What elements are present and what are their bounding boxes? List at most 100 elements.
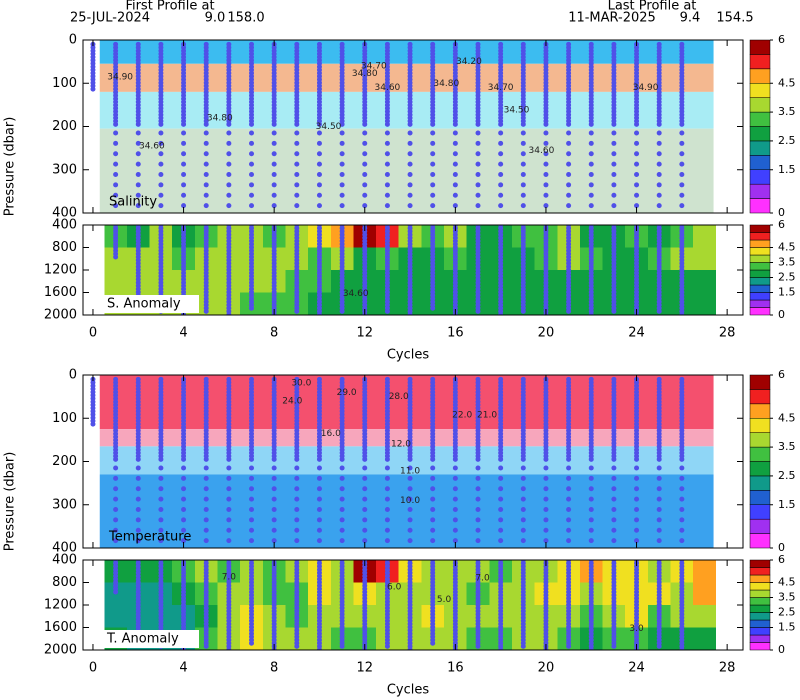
profile-dot [181, 538, 187, 544]
anomaly-cell [693, 247, 716, 270]
profile-dot [566, 517, 572, 523]
profile-dot [362, 151, 368, 157]
profile-dot [294, 172, 300, 178]
profile [679, 41, 685, 209]
profile-dot [362, 182, 368, 188]
profile-dot [158, 517, 164, 523]
profile-dot [384, 130, 390, 136]
profile-dot [226, 496, 232, 502]
profile [679, 376, 685, 544]
profile-dot [158, 527, 164, 533]
profile-dot [520, 465, 526, 471]
profile-dot [135, 538, 141, 544]
profile-dot [520, 161, 526, 167]
profile-dot [135, 151, 141, 157]
profile-dot [316, 538, 322, 544]
profile-dot [294, 517, 300, 523]
profile-dot [339, 486, 345, 492]
profile-dot [384, 161, 390, 167]
y-tick-label: 1600 [44, 620, 77, 635]
colorbar-tick-label: 3.5 [778, 591, 796, 604]
profile-dot [181, 517, 187, 523]
colorbar-tick-label: 1.5 [778, 163, 796, 176]
colorbar-tick-label: 0 [778, 206, 785, 219]
panel-label: S. Anomaly [107, 297, 181, 312]
profile-dot [203, 496, 209, 502]
profile-dot [634, 130, 640, 136]
profile-dot [566, 486, 572, 492]
profile-dot [294, 161, 300, 167]
contour-label: 3.0 [629, 624, 644, 634]
y-tick-label: 400 [52, 553, 77, 568]
profile-dot [135, 130, 141, 136]
y-tick-label: 1200 [44, 598, 77, 613]
profile-dot [271, 486, 277, 492]
profile-dot [520, 486, 526, 492]
profile-dot [158, 182, 164, 188]
contour-label: 34.60 [529, 146, 555, 156]
x-tick-label: 8 [270, 661, 278, 676]
field-layer [99, 446, 714, 475]
profile-dot [611, 507, 617, 513]
profile-dot [430, 130, 436, 136]
colorbar-swatch [749, 597, 771, 606]
profile-dot [498, 203, 504, 209]
colorbar-swatch [749, 518, 771, 534]
profile-dot [475, 475, 481, 481]
contour-label: 34.50 [504, 106, 530, 116]
contour-label: 34.80 [433, 79, 459, 89]
profile-dot [588, 192, 594, 198]
profile-dot [181, 203, 187, 209]
profile-dot [362, 527, 368, 533]
colorbar-swatch [749, 307, 771, 316]
colorbar-swatch [749, 284, 771, 293]
profile-dot [452, 465, 458, 471]
profile-dot [679, 130, 685, 136]
profile-dot [430, 140, 436, 146]
contour-label: 34.90 [107, 72, 133, 82]
contour-label: 34.20 [456, 57, 482, 67]
profile [407, 41, 413, 209]
contour-label: 34.80 [352, 69, 378, 79]
profile-dot [294, 465, 300, 471]
contour-label: 30.0 [291, 378, 311, 388]
profile-dot [656, 496, 662, 502]
profile-dot [249, 465, 255, 471]
profile-dot [158, 140, 164, 146]
profile-dot [543, 192, 549, 198]
colorbar-swatch [749, 403, 771, 419]
profile-dot [226, 140, 232, 146]
profile-dot [226, 172, 232, 178]
x-tick-label: 4 [179, 661, 187, 676]
profile-dot [271, 527, 277, 533]
profile-dot [294, 192, 300, 198]
profile-dot [475, 151, 481, 157]
first-profile-lat: 9.0 [205, 11, 226, 26]
profile-dot [271, 172, 277, 178]
colorbar-swatch [749, 582, 771, 591]
first-profile-label: First Profile at [125, 0, 214, 14]
profile-dot [634, 182, 640, 188]
profile-dot [430, 182, 436, 188]
profile-dot [475, 192, 481, 198]
profile-dot [339, 517, 345, 523]
profile-dot [634, 172, 640, 178]
contour-label: 5.0 [437, 595, 452, 605]
profile-dot [452, 151, 458, 157]
profile-dot [226, 192, 232, 198]
profile-dot [611, 496, 617, 502]
profile-dot [135, 182, 141, 188]
profile-dot [384, 465, 390, 471]
profile-dot [135, 203, 141, 209]
profile-dot [475, 182, 481, 188]
profile-dot [430, 475, 436, 481]
anomaly-cell [104, 270, 127, 293]
profile-dot [679, 140, 685, 146]
anomaly-cell [693, 270, 716, 293]
colorbar-tick-label: 1.5 [778, 498, 796, 511]
profile [656, 41, 662, 209]
profile [362, 376, 368, 544]
colorbar-tick-label: 2.5 [778, 469, 796, 482]
